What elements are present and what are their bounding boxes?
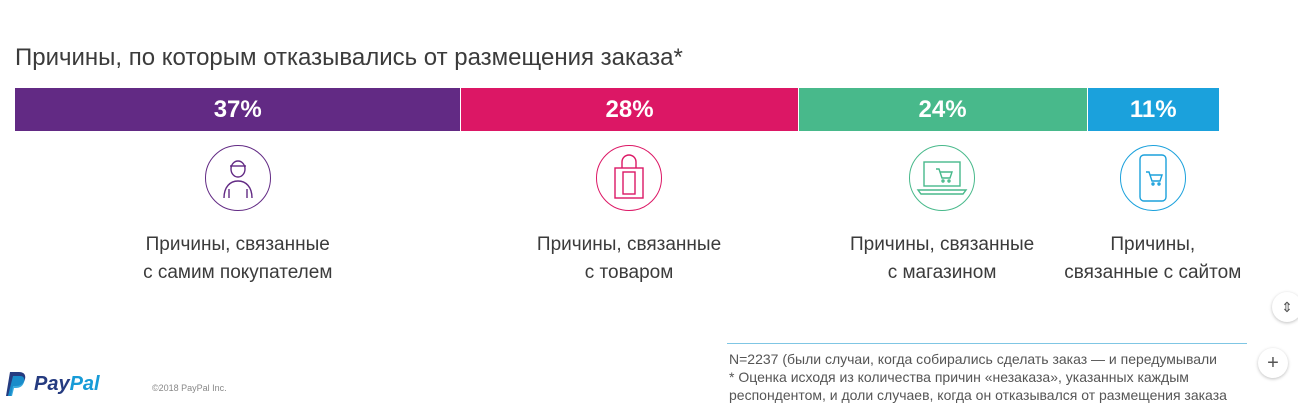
- laptop-cart-icon: [909, 145, 976, 211]
- category-item: Причины, связанные с товаром: [499, 145, 759, 287]
- bar-segment-label: 37%: [213, 95, 262, 123]
- category-item: Причины, связанные с магазином: [812, 145, 1072, 287]
- bar-segment-label: 28%: [605, 95, 654, 123]
- category-item: Причины, связанные с сайтом: [1023, 145, 1283, 287]
- footnote-method-1: * Оценка исходя из количества причин «не…: [729, 369, 1189, 385]
- copyright: ©2018 PayPal Inc.: [152, 383, 227, 393]
- category-label: Причины, связанные с самим покупателем: [143, 234, 333, 283]
- person-icon: [204, 145, 271, 211]
- shopping-bag-icon: [596, 145, 663, 211]
- chart-title: Причины, по которым отказывались от разм…: [15, 44, 683, 71]
- bar-segment-4: 11%: [1086, 88, 1219, 131]
- plus-icon: +: [1267, 351, 1279, 374]
- bar-segment-label: 24%: [918, 95, 967, 123]
- bar-segment-1: 37%: [15, 88, 461, 131]
- footnotes: N=2237 (были случаи, когда собирались сд…: [729, 350, 1249, 405]
- footnote-divider: [727, 343, 1247, 344]
- footnote-sample: N=2237 (были случаи, когда собирались сд…: [729, 351, 1218, 367]
- category-label: Причины, связанные с товаром: [536, 234, 722, 283]
- phone-cart-icon: [1119, 145, 1186, 211]
- logo-pay: Pay: [34, 372, 70, 395]
- logo-pal: Pal: [69, 372, 100, 395]
- zoom-in-button[interactable]: +: [1258, 348, 1288, 378]
- bar-segment-label: 11%: [1129, 95, 1177, 123]
- category-label: Причины, связанные с сайтом: [1064, 234, 1242, 283]
- expand-icon: ⇕: [1281, 298, 1293, 315]
- bar-segment-2: 28%: [460, 88, 798, 131]
- stacked-bar: 37% 28% 24% 11%: [15, 88, 1219, 131]
- bar-segment-3: 24%: [797, 88, 1087, 131]
- paypal-mark-icon: [6, 372, 26, 396]
- category-label: Причины, связанные с магазином: [849, 234, 1035, 283]
- expand-button[interactable]: ⇕: [1272, 292, 1298, 322]
- category-item: Причины, связанные с самим покупателем: [108, 145, 368, 287]
- footnote-method-2: респондентом, и доли случаев, когда он о…: [729, 387, 1227, 403]
- paypal-logo: PayPal: [6, 370, 100, 398]
